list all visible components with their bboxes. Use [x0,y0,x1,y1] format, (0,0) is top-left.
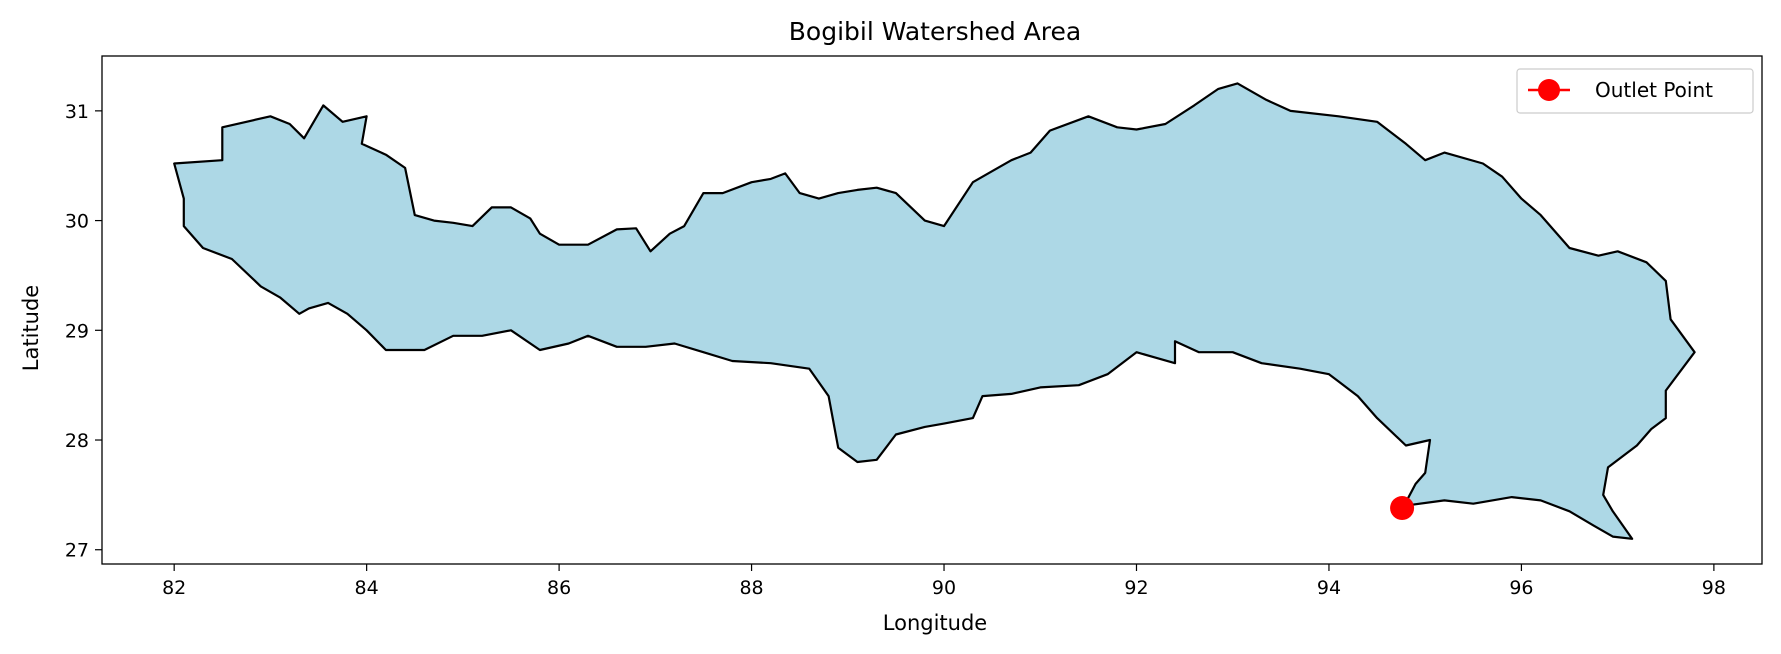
x-axis-title: Longitude [883,611,987,635]
outlet-point-marker [1390,496,1415,521]
x-tick-label: 84 [355,577,379,599]
y-axis: 27 28 29 30 31 [65,101,102,562]
legend-frame [1516,68,1754,114]
legend: Outlet Point [1516,68,1754,114]
chart-title: Bogibil Watershed Area [789,17,1081,46]
y-tick-label: 28 [65,430,89,452]
y-tick-label: 30 [65,211,89,233]
y-axis-title: Latitude [19,285,43,371]
x-tick-label: 92 [1124,577,1148,599]
x-tick-label: 90 [932,577,956,599]
y-tick-label: 29 [65,320,89,342]
plot-area [101,55,1763,565]
x-tick-label: 98 [1702,577,1726,599]
y-tick-label: 31 [65,101,89,123]
watershed-polygon [173,82,1696,540]
x-tick-label: 82 [162,577,186,599]
x-tick-label: 88 [739,577,763,599]
x-tick-label: 96 [1509,577,1533,599]
y-tick-label: 27 [65,540,89,562]
legend-marker-swatch [1538,79,1560,101]
x-tick-label: 86 [547,577,571,599]
legend-label-outlet-point: Outlet Point [1595,78,1713,102]
plot-frame [101,55,1763,565]
x-tick-label: 94 [1317,577,1341,599]
x-axis: 82 84 86 88 90 92 94 96 98 [162,564,1726,599]
